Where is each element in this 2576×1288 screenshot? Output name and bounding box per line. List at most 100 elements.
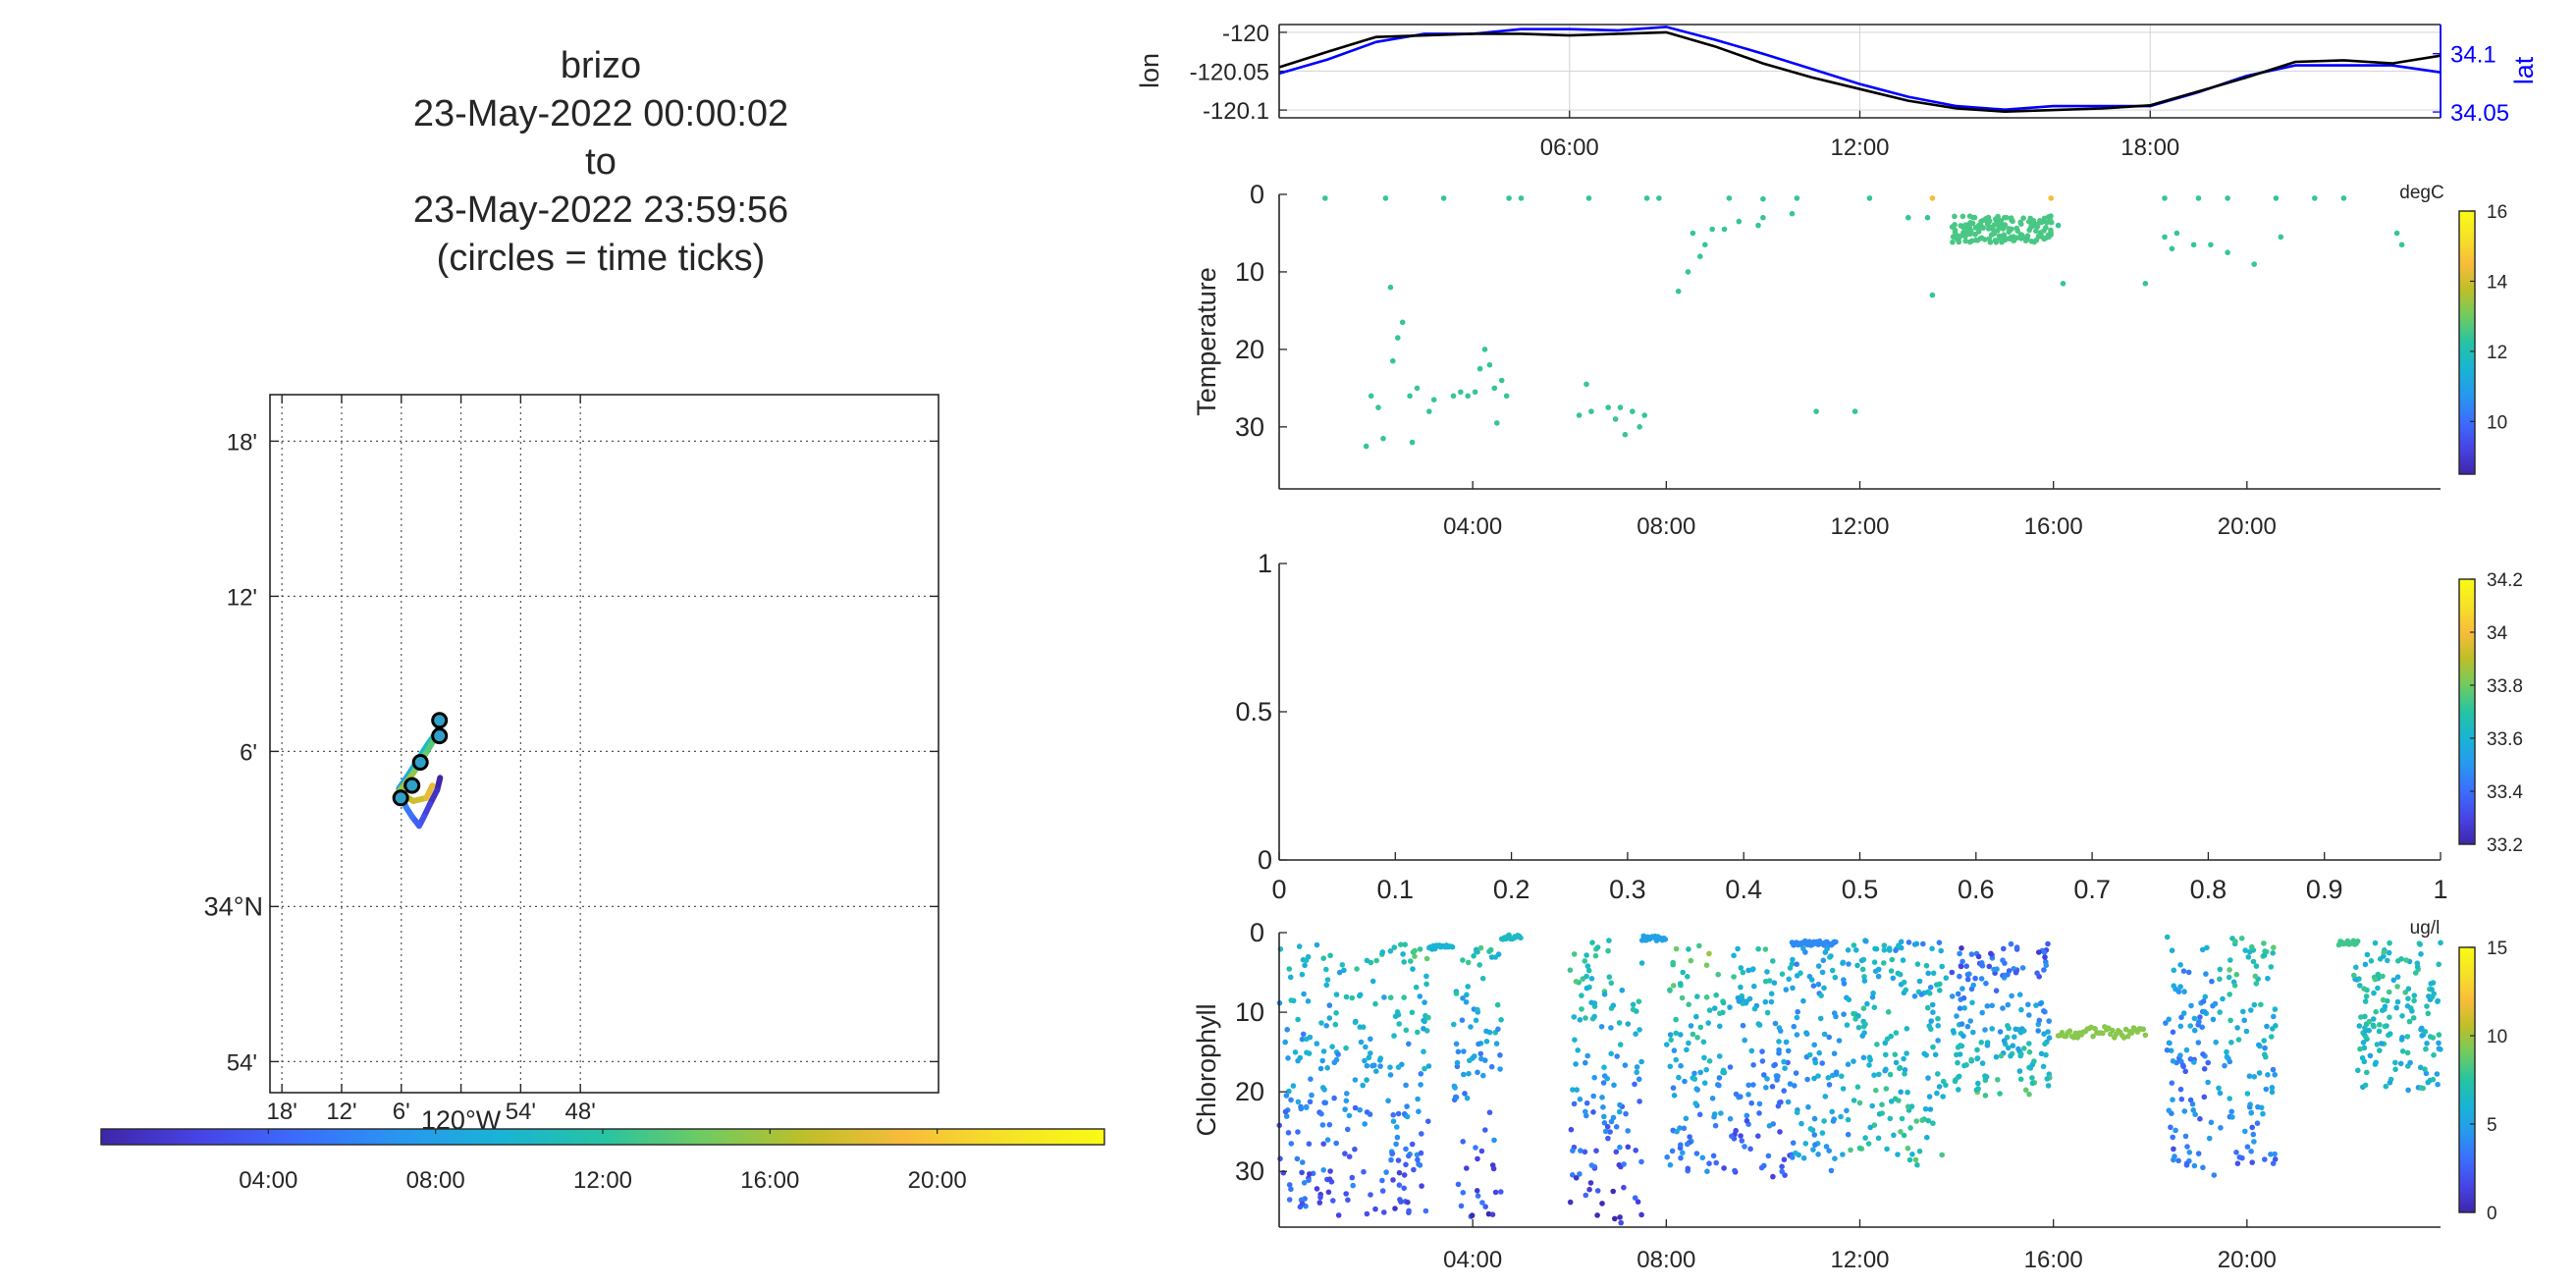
chlorophyll-point [1772, 1020, 1779, 1027]
chlorophyll-point [1901, 979, 1907, 986]
chlorophyll-point [2042, 1008, 2048, 1015]
chlorophyll-point [1851, 1058, 1856, 1064]
chlorophyll-point [2376, 1028, 2383, 1035]
chlorophyll-point [1608, 1050, 1614, 1057]
chlorophyll-point [1473, 1145, 1478, 1151]
chlorophyll-point [1299, 1201, 1306, 1207]
temperature-point [1968, 238, 1975, 244]
map-y-tick-label: 34°N [204, 891, 263, 921]
temperature-point [2278, 234, 2284, 241]
chlorophyll-point [2263, 1086, 2270, 1093]
chlorophyll-point [1635, 1199, 1641, 1205]
chlorophyll-point [1299, 971, 1306, 978]
temperature-point [1721, 226, 1728, 233]
chlorophyll-point [1856, 1100, 1863, 1106]
temperature-point [1986, 218, 1992, 225]
chlorophyll-point [2171, 1156, 2176, 1163]
map-x-tick-label: 12' [326, 1099, 356, 1125]
chlorophyll-point [1305, 998, 1312, 1004]
chlorophyll-point [2364, 951, 2371, 958]
chlorophyll-point [1396, 1182, 1403, 1188]
chlorophyll-point [1575, 1047, 1581, 1053]
chlorophyll-point [1727, 1004, 1733, 1010]
chlorophyll-point [1863, 939, 1869, 944]
chlorophyll-point [2405, 1087, 2411, 1094]
chlorophyll-point [1937, 988, 1943, 993]
chlorophyll-point [1483, 1039, 1490, 1045]
chlorophyll-point [1600, 1080, 1607, 1086]
chlorophyll-point [2013, 944, 2020, 950]
chlorophyll-point [1938, 947, 1944, 954]
temperature-point [2340, 195, 2347, 201]
chlorophyll-point [2203, 971, 2209, 977]
chlorophyll-point [2429, 987, 2435, 993]
chlorophyll-point [1570, 1087, 1576, 1093]
chlorophyll-point [2031, 1058, 2037, 1064]
chlorophyll-point [1608, 980, 1615, 987]
chlorophyll-point [1740, 969, 1746, 976]
chlorophyll-point [1392, 1013, 1399, 1020]
temperature-point [1789, 210, 1796, 217]
chlorophyll-point [1833, 1013, 1839, 1020]
chlorophyll-point [1601, 1120, 1608, 1126]
chlorophyll-point [1733, 1127, 1739, 1134]
chlorophyll-point [2238, 936, 2245, 941]
chlorophyll-point [2264, 1023, 2270, 1030]
chlorophyll-point [1489, 1162, 1496, 1168]
temperature-point [1414, 385, 1421, 392]
chlorophyll-point [1391, 944, 1398, 950]
chlorophyll-point [2392, 1059, 2398, 1066]
chlorophyll-point [1828, 1167, 1835, 1174]
chlorophyll-point [1314, 1186, 1320, 1192]
chlorophyll-point [1282, 1108, 1289, 1115]
chlorophyll-point [1790, 985, 1796, 992]
chlorophyll-point [1393, 1141, 1399, 1148]
temperature-point [1491, 385, 1498, 392]
chlorophyll-point [1469, 1212, 1476, 1218]
chlorophyll-point [1794, 1032, 1800, 1038]
chlorophyll-point [1460, 1190, 1467, 1196]
chlorophyll-point [1622, 1062, 1629, 1068]
chlorophyll-point [1860, 1023, 1867, 1030]
chlorophyll-point [1422, 999, 1427, 1005]
temperature-point [1458, 389, 1464, 396]
chlorophyll-point [2168, 1047, 2174, 1053]
temperature-point [1958, 223, 1963, 229]
chlorophyll-point [2020, 1028, 2027, 1034]
chlorophyll-point [2189, 1100, 2196, 1107]
lonlat-x-tick-label: 06:00 [1540, 134, 1599, 161]
chlorophyll-point [1873, 1087, 1879, 1094]
chlorophyll-point [1968, 1056, 1974, 1063]
chlorophyll-point [1885, 1009, 1892, 1015]
chlorophyll-point [1904, 1050, 1909, 1056]
chlorophyll-point [1479, 1200, 1485, 1206]
chlorophyll-point [2364, 1069, 2370, 1076]
chlorophyll-point [1775, 1102, 1782, 1109]
chlorophyll-point [2413, 970, 2419, 976]
chlorophyll-point [2227, 992, 2232, 997]
colorbar-tick-label: 34.2 [2487, 570, 2523, 591]
chlorophyll-point [1716, 1082, 1722, 1089]
chlorophyll-point [2381, 949, 2387, 956]
chlorophyll-point [1390, 1111, 1396, 1118]
chlorophyll-axis-label: Chlorophyll [1192, 1003, 1221, 1136]
chlorophyll-point [1314, 941, 1320, 948]
chlorophyll-point [1354, 966, 1360, 972]
chlorophyll-point [1764, 1076, 1770, 1082]
chlorophyll-point [1320, 1141, 1326, 1147]
chlorophyll-point [1583, 1100, 1590, 1106]
chlorophyll-point [1320, 1167, 1326, 1173]
chlorophyll-point [1883, 1051, 1889, 1058]
chlorophyll-point [1715, 971, 1721, 978]
chlorophyll-point [1901, 1132, 1907, 1139]
chlorophyll-point [2249, 1124, 2255, 1131]
chlorophyll-point [1912, 1156, 1919, 1163]
chlorophyll-point [2394, 984, 2400, 990]
chlorophyll-point [1804, 1076, 1810, 1083]
chlorophyll-point [2246, 948, 2253, 955]
chlorophyll-point [1721, 1069, 1728, 1076]
chlorophyll-point [1928, 1018, 1934, 1024]
chlorophyll-point [1568, 1126, 1575, 1133]
chlorophyll-point [1800, 997, 1806, 1004]
chlorophyll-point [2021, 1046, 2027, 1051]
